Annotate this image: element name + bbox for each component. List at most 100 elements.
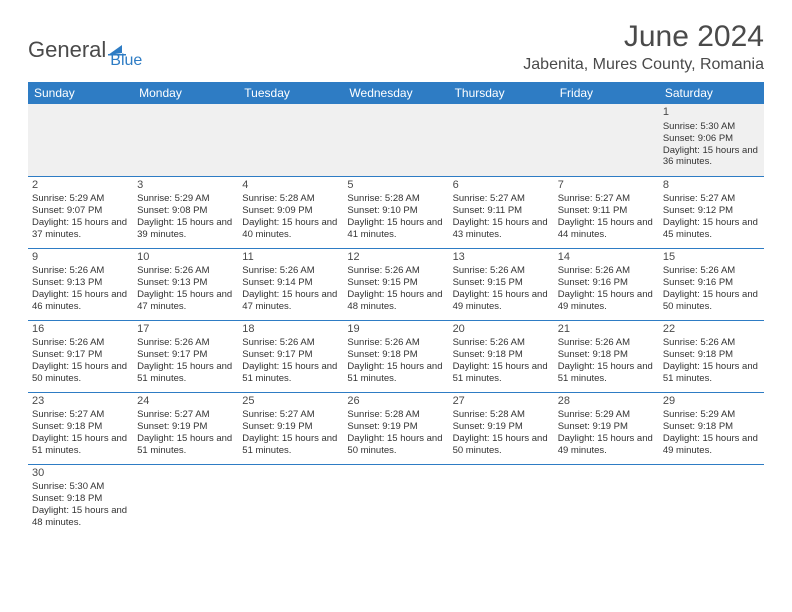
daylight-line: Daylight: 15 hours and 44 minutes. (558, 217, 655, 241)
day-number: 16 (32, 323, 129, 337)
logo: General Blue (28, 30, 142, 70)
day-cell: 8Sunrise: 5:27 AMSunset: 9:12 PMDaylight… (659, 176, 764, 248)
daylight-line: Daylight: 15 hours and 51 minutes. (347, 361, 444, 385)
sunrise-line: Sunrise: 5:28 AM (453, 409, 550, 421)
sunset-line: Sunset: 9:19 PM (137, 421, 234, 433)
empty-cell (449, 104, 554, 176)
col-friday: Friday (554, 82, 659, 104)
daylight-line: Daylight: 15 hours and 51 minutes. (32, 433, 129, 457)
sunset-line: Sunset: 9:12 PM (663, 205, 760, 217)
empty-cell (554, 104, 659, 176)
col-monday: Monday (133, 82, 238, 104)
day-cell: 2Sunrise: 5:29 AMSunset: 9:07 PMDaylight… (28, 176, 133, 248)
empty-cell (238, 464, 343, 536)
calendar-row: 1Sunrise: 5:30 AMSunset: 9:06 PMDaylight… (28, 104, 764, 176)
day-number: 1 (663, 106, 760, 120)
sunrise-line: Sunrise: 5:29 AM (32, 193, 129, 205)
day-number: 2 (32, 179, 129, 193)
sunrise-line: Sunrise: 5:26 AM (137, 337, 234, 349)
empty-cell (238, 104, 343, 176)
day-cell: 10Sunrise: 5:26 AMSunset: 9:13 PMDayligh… (133, 248, 238, 320)
day-number: 27 (453, 395, 550, 409)
daylight-line: Daylight: 15 hours and 41 minutes. (347, 217, 444, 241)
empty-cell (659, 464, 764, 536)
day-cell: 12Sunrise: 5:26 AMSunset: 9:15 PMDayligh… (343, 248, 448, 320)
col-saturday: Saturday (659, 82, 764, 104)
day-cell: 1Sunrise: 5:30 AMSunset: 9:06 PMDaylight… (659, 104, 764, 176)
sunrise-line: Sunrise: 5:26 AM (242, 265, 339, 277)
day-cell: 22Sunrise: 5:26 AMSunset: 9:18 PMDayligh… (659, 320, 764, 392)
sunset-line: Sunset: 9:10 PM (347, 205, 444, 217)
day-cell: 23Sunrise: 5:27 AMSunset: 9:18 PMDayligh… (28, 392, 133, 464)
sunset-line: Sunset: 9:18 PM (347, 349, 444, 361)
sunrise-line: Sunrise: 5:26 AM (453, 265, 550, 277)
sunrise-line: Sunrise: 5:27 AM (242, 409, 339, 421)
sunrise-line: Sunrise: 5:27 AM (453, 193, 550, 205)
day-cell: 21Sunrise: 5:26 AMSunset: 9:18 PMDayligh… (554, 320, 659, 392)
day-cell: 25Sunrise: 5:27 AMSunset: 9:19 PMDayligh… (238, 392, 343, 464)
calendar-row: 30Sunrise: 5:30 AMSunset: 9:18 PMDayligh… (28, 464, 764, 536)
calendar-row: 23Sunrise: 5:27 AMSunset: 9:18 PMDayligh… (28, 392, 764, 464)
day-number: 26 (347, 395, 444, 409)
day-cell: 17Sunrise: 5:26 AMSunset: 9:17 PMDayligh… (133, 320, 238, 392)
empty-cell (133, 464, 238, 536)
col-thursday: Thursday (449, 82, 554, 104)
day-number: 7 (558, 179, 655, 193)
daylight-line: Daylight: 15 hours and 50 minutes. (663, 289, 760, 313)
sunrise-line: Sunrise: 5:27 AM (32, 409, 129, 421)
sunrise-line: Sunrise: 5:26 AM (347, 265, 444, 277)
daylight-line: Daylight: 15 hours and 50 minutes. (347, 433, 444, 457)
daylight-line: Daylight: 15 hours and 47 minutes. (137, 289, 234, 313)
daylight-line: Daylight: 15 hours and 40 minutes. (242, 217, 339, 241)
sunrise-line: Sunrise: 5:29 AM (663, 409, 760, 421)
calendar-row: 2Sunrise: 5:29 AMSunset: 9:07 PMDaylight… (28, 176, 764, 248)
sunrise-line: Sunrise: 5:26 AM (137, 265, 234, 277)
day-number: 18 (242, 323, 339, 337)
day-cell: 18Sunrise: 5:26 AMSunset: 9:17 PMDayligh… (238, 320, 343, 392)
daylight-line: Daylight: 15 hours and 37 minutes. (32, 217, 129, 241)
day-cell: 9Sunrise: 5:26 AMSunset: 9:13 PMDaylight… (28, 248, 133, 320)
sunset-line: Sunset: 9:06 PM (663, 133, 760, 145)
sunrise-line: Sunrise: 5:30 AM (32, 481, 129, 493)
daylight-line: Daylight: 15 hours and 39 minutes. (137, 217, 234, 241)
day-cell: 14Sunrise: 5:26 AMSunset: 9:16 PMDayligh… (554, 248, 659, 320)
sunset-line: Sunset: 9:16 PM (558, 277, 655, 289)
sunrise-line: Sunrise: 5:28 AM (347, 193, 444, 205)
day-cell: 24Sunrise: 5:27 AMSunset: 9:19 PMDayligh… (133, 392, 238, 464)
calendar-row: 16Sunrise: 5:26 AMSunset: 9:17 PMDayligh… (28, 320, 764, 392)
header-row: Sunday Monday Tuesday Wednesday Thursday… (28, 82, 764, 104)
sunset-line: Sunset: 9:07 PM (32, 205, 129, 217)
page-header: General Blue June 2024 Jabenita, Mures C… (28, 20, 764, 74)
empty-cell (554, 464, 659, 536)
day-cell: 30Sunrise: 5:30 AMSunset: 9:18 PMDayligh… (28, 464, 133, 536)
empty-cell (449, 464, 554, 536)
day-number: 12 (347, 251, 444, 265)
day-number: 24 (137, 395, 234, 409)
daylight-line: Daylight: 15 hours and 43 minutes. (453, 217, 550, 241)
sunset-line: Sunset: 9:19 PM (558, 421, 655, 433)
daylight-line: Daylight: 15 hours and 45 minutes. (663, 217, 760, 241)
sunrise-line: Sunrise: 5:27 AM (137, 409, 234, 421)
sunrise-line: Sunrise: 5:28 AM (242, 193, 339, 205)
day-cell: 3Sunrise: 5:29 AMSunset: 9:08 PMDaylight… (133, 176, 238, 248)
sunset-line: Sunset: 9:19 PM (347, 421, 444, 433)
sunrise-line: Sunrise: 5:26 AM (32, 337, 129, 349)
sunset-line: Sunset: 9:18 PM (663, 349, 760, 361)
day-cell: 26Sunrise: 5:28 AMSunset: 9:19 PMDayligh… (343, 392, 448, 464)
daylight-line: Daylight: 15 hours and 49 minutes. (558, 433, 655, 457)
day-number: 3 (137, 179, 234, 193)
sunset-line: Sunset: 9:18 PM (32, 493, 129, 505)
col-sunday: Sunday (28, 82, 133, 104)
sunset-line: Sunset: 9:08 PM (137, 205, 234, 217)
daylight-line: Daylight: 15 hours and 48 minutes. (32, 505, 129, 529)
sunset-line: Sunset: 9:16 PM (663, 277, 760, 289)
daylight-line: Daylight: 15 hours and 48 minutes. (347, 289, 444, 313)
title-block: June 2024 Jabenita, Mures County, Romani… (523, 20, 764, 74)
sunset-line: Sunset: 9:18 PM (32, 421, 129, 433)
day-number: 22 (663, 323, 760, 337)
sunrise-line: Sunrise: 5:27 AM (663, 193, 760, 205)
daylight-line: Daylight: 15 hours and 51 minutes. (137, 361, 234, 385)
sunrise-line: Sunrise: 5:26 AM (558, 265, 655, 277)
sunset-line: Sunset: 9:19 PM (242, 421, 339, 433)
sunset-line: Sunset: 9:18 PM (663, 421, 760, 433)
